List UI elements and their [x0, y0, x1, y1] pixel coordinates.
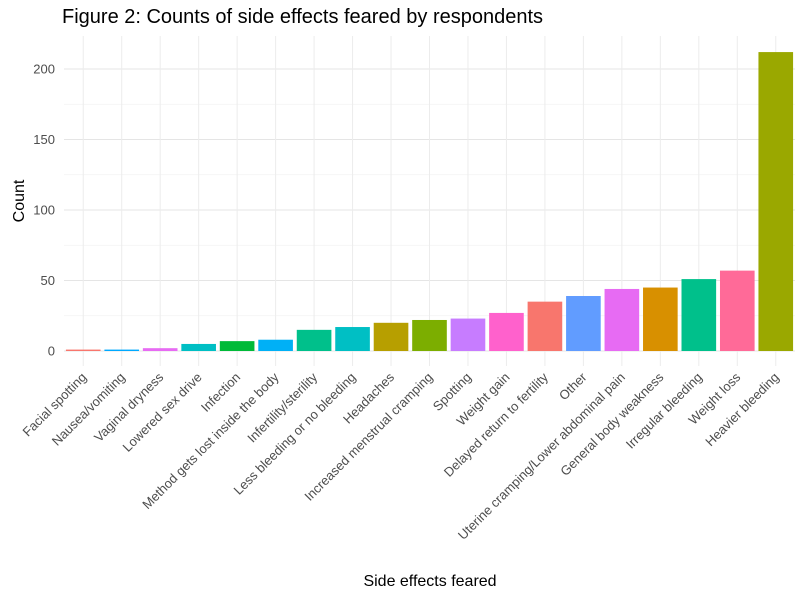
chart-title: Figure 2: Counts of side effects feared …	[62, 6, 544, 28]
y-tick-label: 150	[33, 132, 55, 147]
y-axis-ticks: 0 50 100 150 200	[33, 62, 55, 359]
y-tick-label: 50	[41, 273, 55, 288]
bar-11	[450, 318, 486, 351]
bar-3	[142, 348, 178, 351]
bar-4	[181, 343, 216, 351]
bar-9	[373, 322, 409, 351]
x-tick-label: Other	[556, 369, 590, 403]
bar-10	[412, 319, 447, 351]
bar-1	[65, 349, 101, 351]
bar-14	[566, 296, 601, 351]
bar-5	[219, 341, 255, 351]
bar-2	[104, 349, 140, 351]
bars	[65, 52, 794, 351]
bar-18	[719, 270, 755, 351]
y-tick-label: 0	[48, 344, 55, 359]
bar-16	[643, 287, 678, 351]
y-tick-label: 200	[33, 62, 55, 77]
y-axis-title: Count	[11, 179, 28, 222]
bar-8	[335, 327, 370, 351]
bar-15	[604, 288, 640, 351]
y-tick-label: 100	[33, 203, 55, 218]
x-axis-title: Side effects feared	[363, 573, 496, 590]
bar-6	[258, 339, 293, 351]
x-tick-label: Heavier bleeding	[702, 370, 782, 450]
bar-19	[758, 52, 794, 351]
bar-12	[489, 312, 524, 351]
bar-13	[527, 301, 563, 351]
bar-7	[296, 329, 332, 351]
bar-17	[681, 279, 717, 351]
